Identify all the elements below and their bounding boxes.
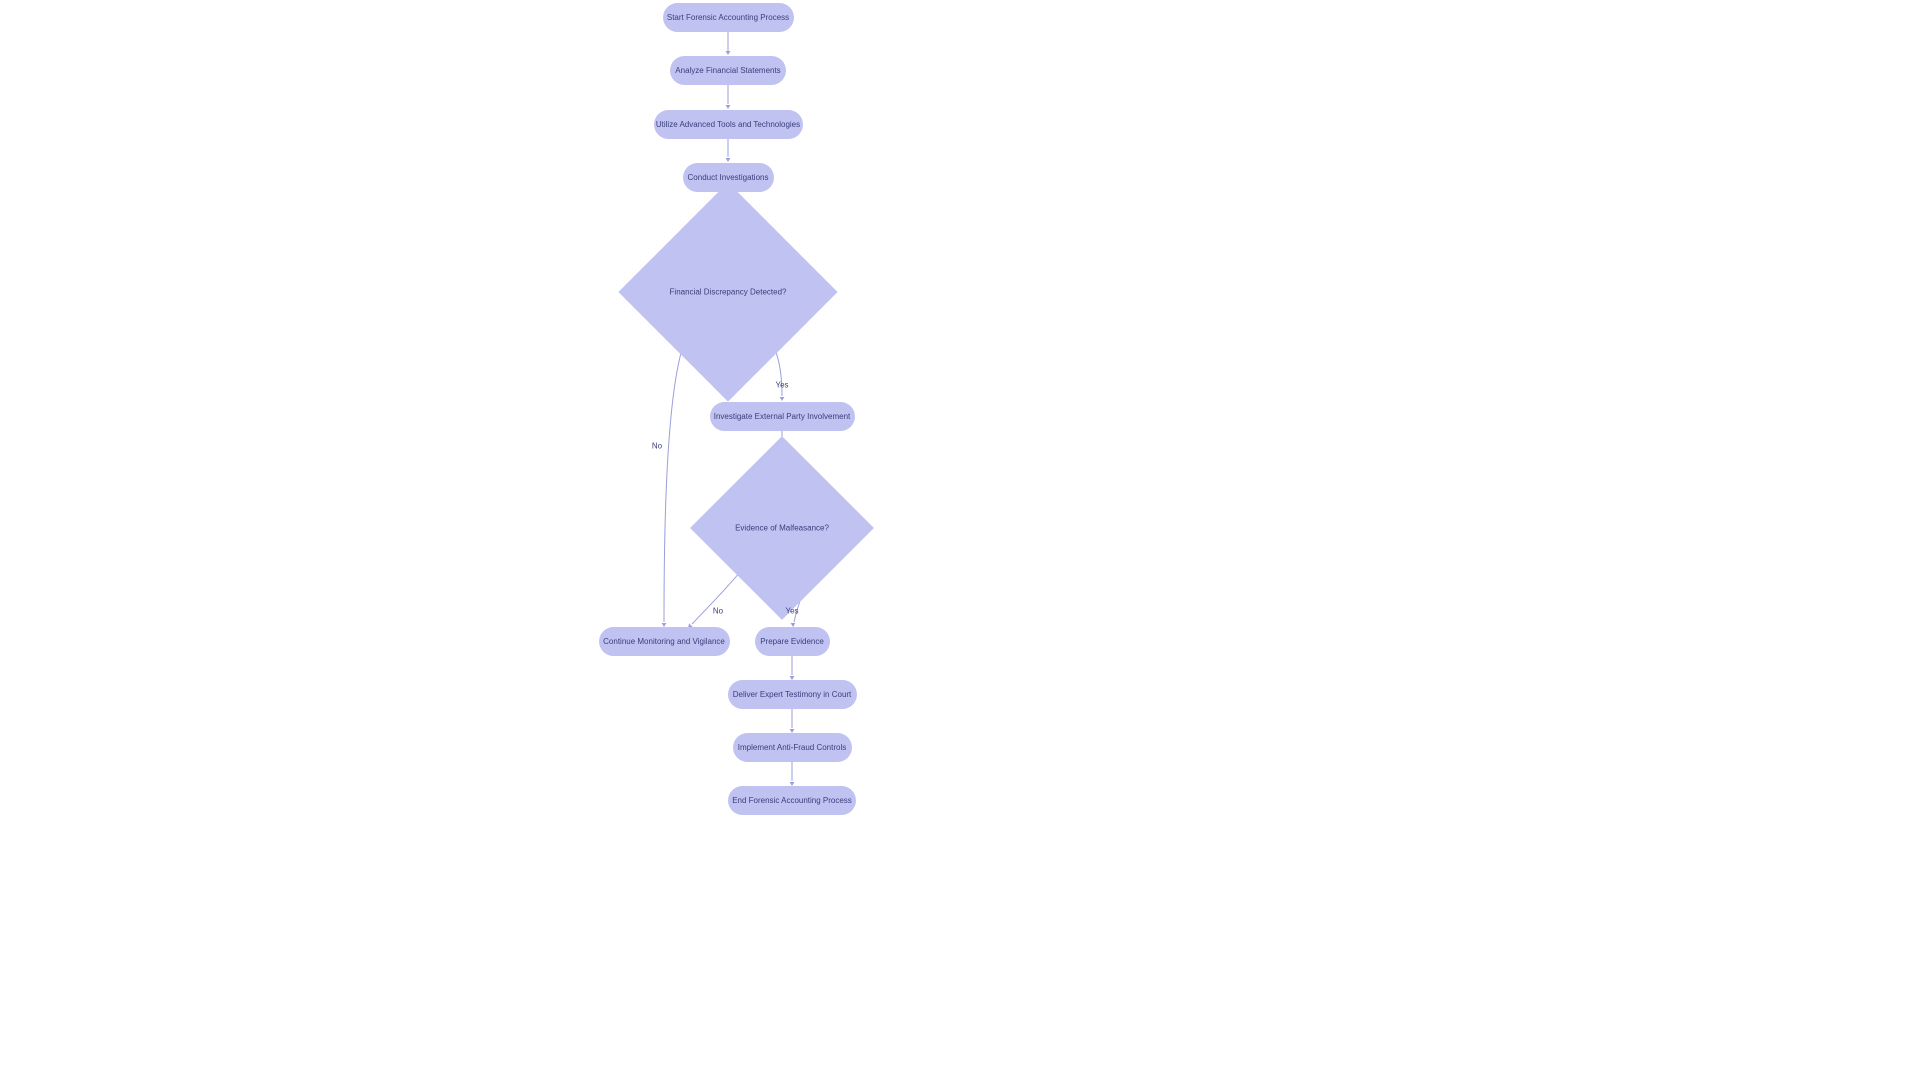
flowchart-node: Investigate External Party Involvement — [710, 402, 855, 431]
flowchart-node: Start Forensic Accounting Process — [663, 3, 794, 32]
flowchart-node: Implement Anti-Fraud Controls — [733, 733, 852, 762]
node-label: Prepare Evidence — [760, 637, 824, 646]
node-label: Investigate External Party Involvement — [714, 412, 851, 421]
node-label: Financial Discrepancy Detected? — [670, 288, 787, 297]
flowchart-edge — [664, 330, 690, 622]
edge-label: No — [713, 607, 723, 616]
flowchart-node: Utilize Advanced Tools and Technologies — [654, 110, 803, 139]
node-label: Evidence of Malfeasance? — [735, 524, 829, 533]
node-label: End Forensic Accounting Process — [732, 796, 852, 805]
flowchart-node: Deliver Expert Testimony in Court — [728, 680, 857, 709]
arrowhead-icon — [726, 51, 731, 55]
node-label: Analyze Financial Statements — [675, 66, 780, 75]
edge-label: No — [652, 442, 662, 451]
flowchart-node: Continue Monitoring and Vigilance — [599, 627, 730, 656]
edge-layer — [0, 0, 1920, 1080]
node-label: Deliver Expert Testimony in Court — [733, 690, 852, 699]
edge-label: Yes — [785, 607, 798, 616]
node-label: Utilize Advanced Tools and Technologies — [656, 120, 800, 129]
flowchart-node: Prepare Evidence — [755, 627, 830, 656]
flowchart-canvas: Start Forensic Accounting Process Analyze… — [0, 0, 1920, 1080]
arrowhead-icon — [726, 105, 731, 109]
flowchart-node: Analyze Financial Statements — [670, 56, 786, 85]
arrowhead-icon — [780, 397, 785, 401]
flowchart-node: End Forensic Accounting Process — [728, 786, 856, 815]
edge-label: Yes — [775, 381, 788, 390]
arrowhead-icon — [726, 158, 731, 162]
node-label: Implement Anti-Fraud Controls — [738, 743, 847, 752]
node-label: Continue Monitoring and Vigilance — [603, 637, 725, 646]
node-label: Start Forensic Accounting Process — [667, 13, 789, 22]
node-label: Conduct Investigations — [688, 173, 769, 182]
